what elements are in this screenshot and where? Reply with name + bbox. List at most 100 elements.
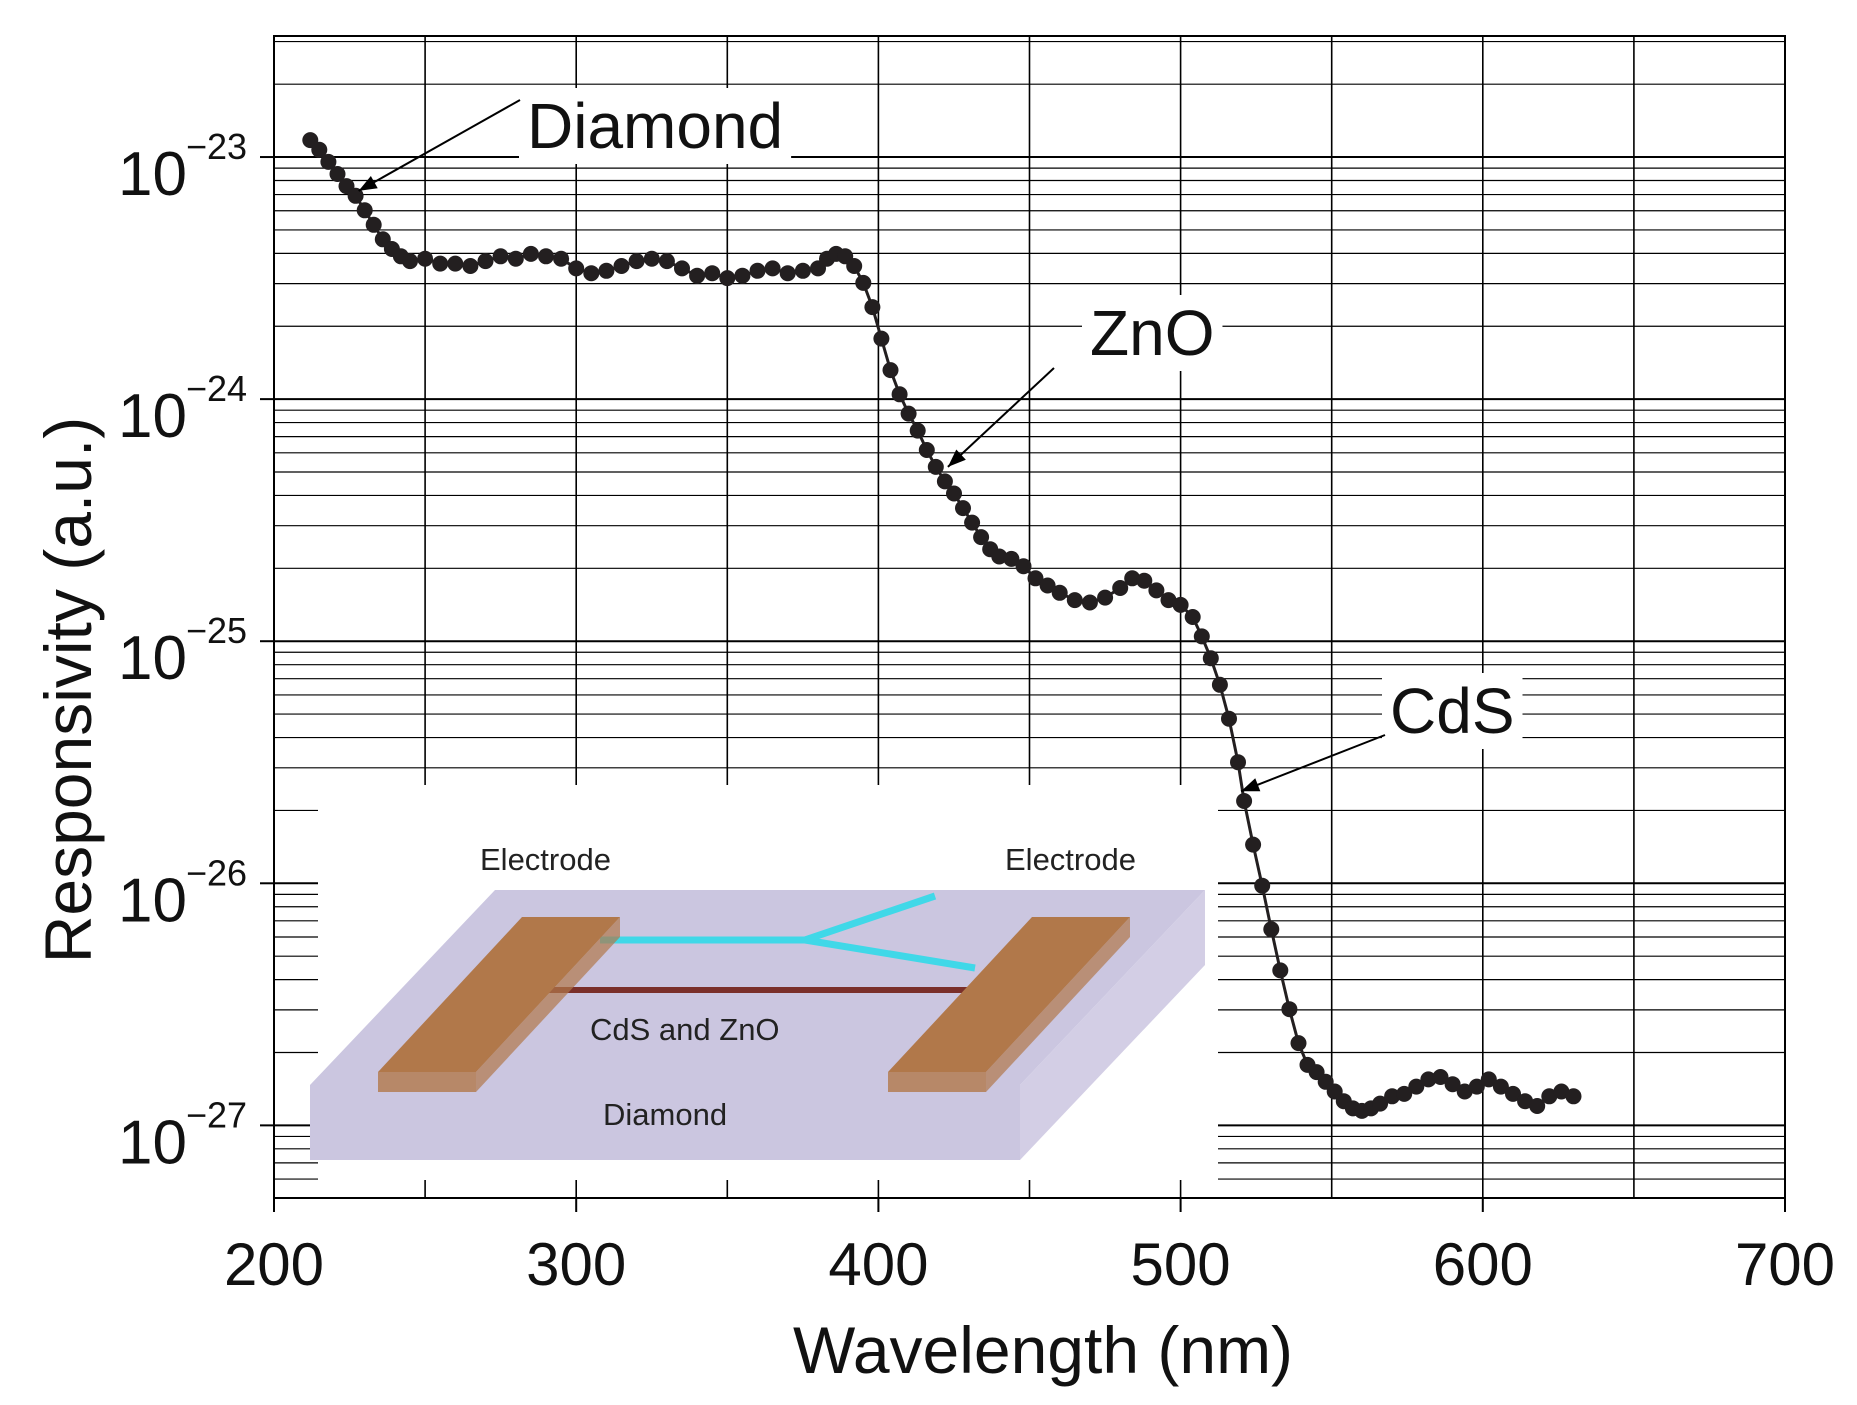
data-point [1015, 558, 1032, 575]
data-point [1432, 1069, 1449, 1085]
plot-frame [273, 35, 1786, 1199]
y-tick-label-base: 10 [118, 866, 187, 935]
data-point [402, 253, 418, 270]
data-point [522, 245, 539, 262]
x-tick-label: 600 [1433, 1231, 1533, 1298]
data-point [311, 141, 328, 158]
data-point [1517, 1093, 1534, 1110]
data-point [1172, 596, 1189, 613]
data-point [1372, 1095, 1389, 1112]
y-tick-label: 10 −25 [118, 610, 247, 693]
electrode-left-side [476, 917, 620, 1092]
data-point [1456, 1083, 1473, 1100]
y-tick-label-exponent: −23 [186, 126, 247, 167]
y-tick-label-base: 10 [118, 624, 187, 693]
data-point [1112, 580, 1129, 596]
data-point [674, 260, 690, 277]
data-point [900, 405, 917, 422]
data-point [1553, 1083, 1570, 1100]
data-point [1039, 577, 1056, 594]
data-point [329, 166, 346, 182]
annotation-arrowhead [1241, 778, 1261, 792]
nanowire-zno-lower [804, 936, 976, 972]
data-point [598, 262, 615, 279]
data-point [946, 485, 962, 502]
data-point [764, 260, 781, 277]
y-tick-label-base: 10 [118, 382, 187, 451]
annotation-arrow [947, 367, 1055, 468]
annotations: Diamond ZnO CdS [358, 88, 1523, 793]
annotation-label: CdS [1390, 675, 1515, 747]
data-point [553, 250, 570, 267]
data-point [1420, 1071, 1437, 1088]
data-point [1193, 628, 1210, 645]
data-point [1480, 1071, 1497, 1088]
data-point [1468, 1078, 1485, 1095]
data-point [749, 262, 766, 279]
data-point [1565, 1088, 1582, 1105]
data-point [613, 258, 630, 274]
y-tick-label-exponent: −24 [186, 368, 247, 409]
annotation-arrowhead [947, 449, 966, 467]
device-schematic-inset: Electrode Electrode CdS and ZnO Diamond [310, 785, 1218, 1180]
data-point [1290, 1035, 1307, 1052]
data-point [719, 270, 736, 287]
data-point [882, 362, 899, 379]
inset-nanowire-label: CdS and ZnO [590, 1012, 780, 1047]
data-point [1541, 1088, 1558, 1105]
data-point [1444, 1076, 1461, 1093]
data-point [1051, 584, 1068, 601]
inset-substrate-label: Diamond [603, 1097, 727, 1132]
data-point [1236, 793, 1253, 809]
y-tick-label-base: 10 [118, 140, 187, 209]
electrode-left-top [378, 917, 620, 1072]
data-point [417, 250, 434, 267]
data-point [927, 458, 944, 475]
data-point [492, 248, 509, 265]
data-point [936, 473, 953, 490]
data-point [1097, 589, 1114, 606]
y-tick-label-exponent: −25 [186, 610, 247, 651]
data-point [1254, 877, 1271, 894]
data-point [1396, 1085, 1413, 1102]
substrate-side-face [1020, 890, 1205, 1160]
inset-electrode-left-label: Electrode [480, 842, 611, 877]
y-tick-label-exponent: −26 [186, 852, 247, 893]
data-point [1148, 582, 1165, 599]
y-tick-label: 10 −24 [118, 368, 247, 451]
data-point [568, 260, 585, 277]
x-tick-label: 300 [526, 1231, 626, 1298]
annotation-label-background [1382, 673, 1523, 749]
data-point [365, 216, 382, 233]
electrode-right-side [986, 917, 1130, 1092]
y-axis-label: Responsivity (a.u.) [31, 417, 105, 964]
data-point [1492, 1078, 1509, 1095]
data-point [347, 187, 364, 204]
x-tick-label: 700 [1735, 1231, 1835, 1298]
data-point [1245, 836, 1262, 853]
data-point [864, 299, 881, 316]
data-point [873, 330, 890, 347]
substrate-front-face [310, 1085, 1020, 1160]
y-tick-label-exponent: −27 [186, 1094, 247, 1135]
data-point [1160, 592, 1177, 609]
electrode-left-front [378, 1072, 476, 1092]
x-tick-label: 200 [224, 1231, 324, 1298]
data-point [1230, 754, 1246, 771]
data-point [507, 250, 524, 267]
data-point [918, 442, 935, 458]
data-point [794, 262, 811, 279]
data-point [1408, 1078, 1425, 1095]
data-point [1384, 1088, 1401, 1105]
data-point [583, 265, 600, 282]
data-point [432, 255, 449, 272]
annotation-label: ZnO [1090, 297, 1214, 369]
annotation-arrow [358, 99, 521, 192]
annotation-label-background [1082, 295, 1223, 371]
data-point [1272, 962, 1289, 979]
x-tick-label: 500 [1131, 1231, 1231, 1298]
annotation-arrow [1240, 734, 1386, 793]
data-point [1263, 921, 1280, 938]
